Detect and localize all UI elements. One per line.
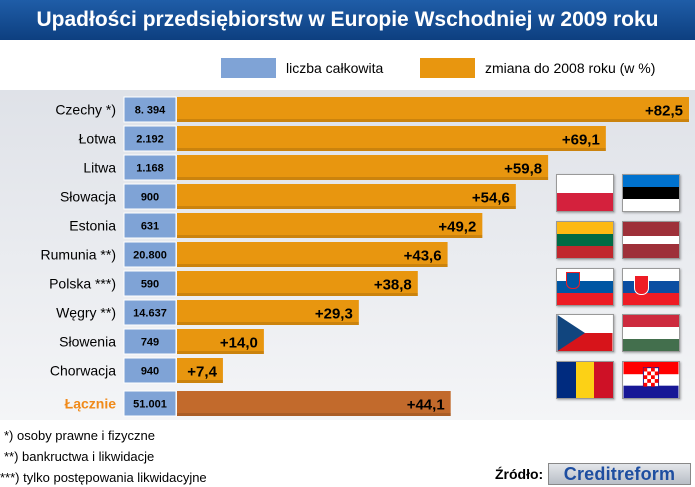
total-count-box [123, 390, 177, 417]
change-bar [177, 184, 516, 209]
poland-flag [556, 174, 614, 212]
change-label: +29,3 [315, 306, 353, 323]
page-title: Upadłości przedsiębiorstw w Europie Wsch… [0, 0, 695, 40]
slovakia-coat-of-arms [634, 275, 649, 295]
change-label: +43,6 [404, 248, 442, 265]
total-change-label: +44,1 [407, 397, 445, 414]
hungary-flag [622, 314, 680, 352]
legend-swatch-total [221, 58, 276, 78]
bar-shade [177, 264, 448, 267]
count-box [123, 96, 177, 123]
change-label: +7,4 [187, 364, 217, 381]
source-label: Źródło: [495, 466, 544, 482]
count-box [123, 212, 177, 239]
latvia-flag [622, 221, 680, 259]
count-box [123, 125, 177, 152]
category-label: Czechy *) [55, 102, 116, 118]
change-label: +54,6 [472, 190, 510, 207]
category-label: Słowacja [60, 189, 116, 205]
category-label: Chorwacja [50, 363, 116, 379]
category-label: Łotwa [79, 131, 117, 147]
count-box [123, 357, 177, 384]
slovenia-coat-of-arms [566, 272, 580, 289]
czech-flag [556, 314, 614, 352]
change-bar [177, 97, 689, 122]
category-label: Litwa [83, 160, 116, 176]
footnote-3: ***) tylko postępowania likwidacyjne [0, 470, 207, 485]
bar-shade [177, 119, 689, 122]
change-label: +38,8 [374, 277, 412, 294]
change-bar [177, 358, 223, 383]
category-label: Rumunia **) [41, 247, 116, 263]
croatia-flag [622, 361, 680, 399]
count-box [123, 299, 177, 326]
count-label: 749 [141, 337, 159, 349]
legend-item-change: zmiana do 2008 roku (w %) [420, 58, 655, 78]
estonia-flag [622, 174, 680, 212]
count-label: 8. 394 [135, 105, 166, 117]
count-label: 631 [141, 221, 159, 233]
change-bar [177, 213, 483, 238]
change-bar [177, 271, 418, 296]
category-label: Estonia [69, 218, 116, 234]
count-box [123, 154, 177, 181]
category-label: Słowenia [59, 334, 116, 350]
change-bar [177, 300, 359, 325]
lithuania-flag [556, 221, 614, 259]
bar-shade [177, 293, 418, 296]
change-bar [177, 126, 606, 151]
change-label: +82,5 [645, 103, 683, 120]
change-label: +69,1 [562, 132, 600, 149]
legend-label-total: liczba całkowita [286, 60, 384, 76]
count-box [123, 241, 177, 268]
bar-shade [177, 177, 549, 180]
count-box [123, 183, 177, 210]
count-box [123, 328, 177, 355]
count-label: 1.168 [136, 163, 164, 175]
category-label: Polska ***) [49, 276, 116, 292]
bar-shade [177, 351, 264, 354]
legend-swatch-change [420, 58, 475, 78]
count-label: 940 [141, 366, 159, 378]
total-change-bar [177, 391, 451, 416]
total-bar-shade [177, 413, 451, 416]
logo-text: Creditreform [563, 463, 676, 484]
count-label: 2.192 [136, 134, 164, 146]
count-label: 590 [141, 279, 159, 291]
count-label: 900 [141, 192, 159, 204]
change-bar [177, 155, 549, 180]
total-count-label: 51.001 [133, 399, 167, 411]
creditreform-logo: Creditreform [548, 463, 691, 485]
slovakia-flag [622, 268, 680, 306]
slovenia-flag [556, 268, 614, 306]
legend-label-change: zmiana do 2008 roku (w %) [485, 60, 656, 76]
category-label: Węgry **) [56, 305, 116, 321]
footnote-2: **) bankructwa i likwidacje [4, 449, 155, 464]
footnote-1: *) osoby prawne i fizyczne [4, 428, 156, 443]
bar-shade [177, 235, 483, 238]
change-label: +14,0 [220, 335, 258, 352]
change-bar [177, 329, 264, 354]
title-text: Upadłości przedsiębiorstw w Europie Wsch… [36, 8, 659, 31]
change-bar [177, 242, 448, 267]
total-category-label: Łącznie [65, 396, 117, 412]
romania-flag [556, 361, 614, 399]
change-label: +49,2 [438, 219, 476, 236]
bar-shade [177, 206, 516, 209]
count-box [123, 270, 177, 297]
bar-shade [177, 322, 359, 325]
change-label: +59,8 [504, 161, 542, 178]
bar-shade [177, 148, 606, 151]
count-label: 20.800 [133, 250, 167, 262]
legend-item-total: liczba całkowita [221, 58, 383, 78]
count-label: 14.637 [133, 308, 167, 320]
bar-shade [177, 380, 223, 383]
